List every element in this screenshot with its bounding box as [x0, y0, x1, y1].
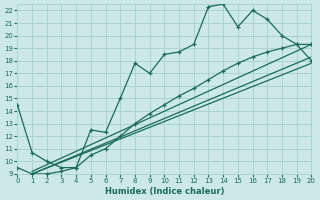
X-axis label: Humidex (Indice chaleur): Humidex (Indice chaleur): [105, 187, 224, 196]
